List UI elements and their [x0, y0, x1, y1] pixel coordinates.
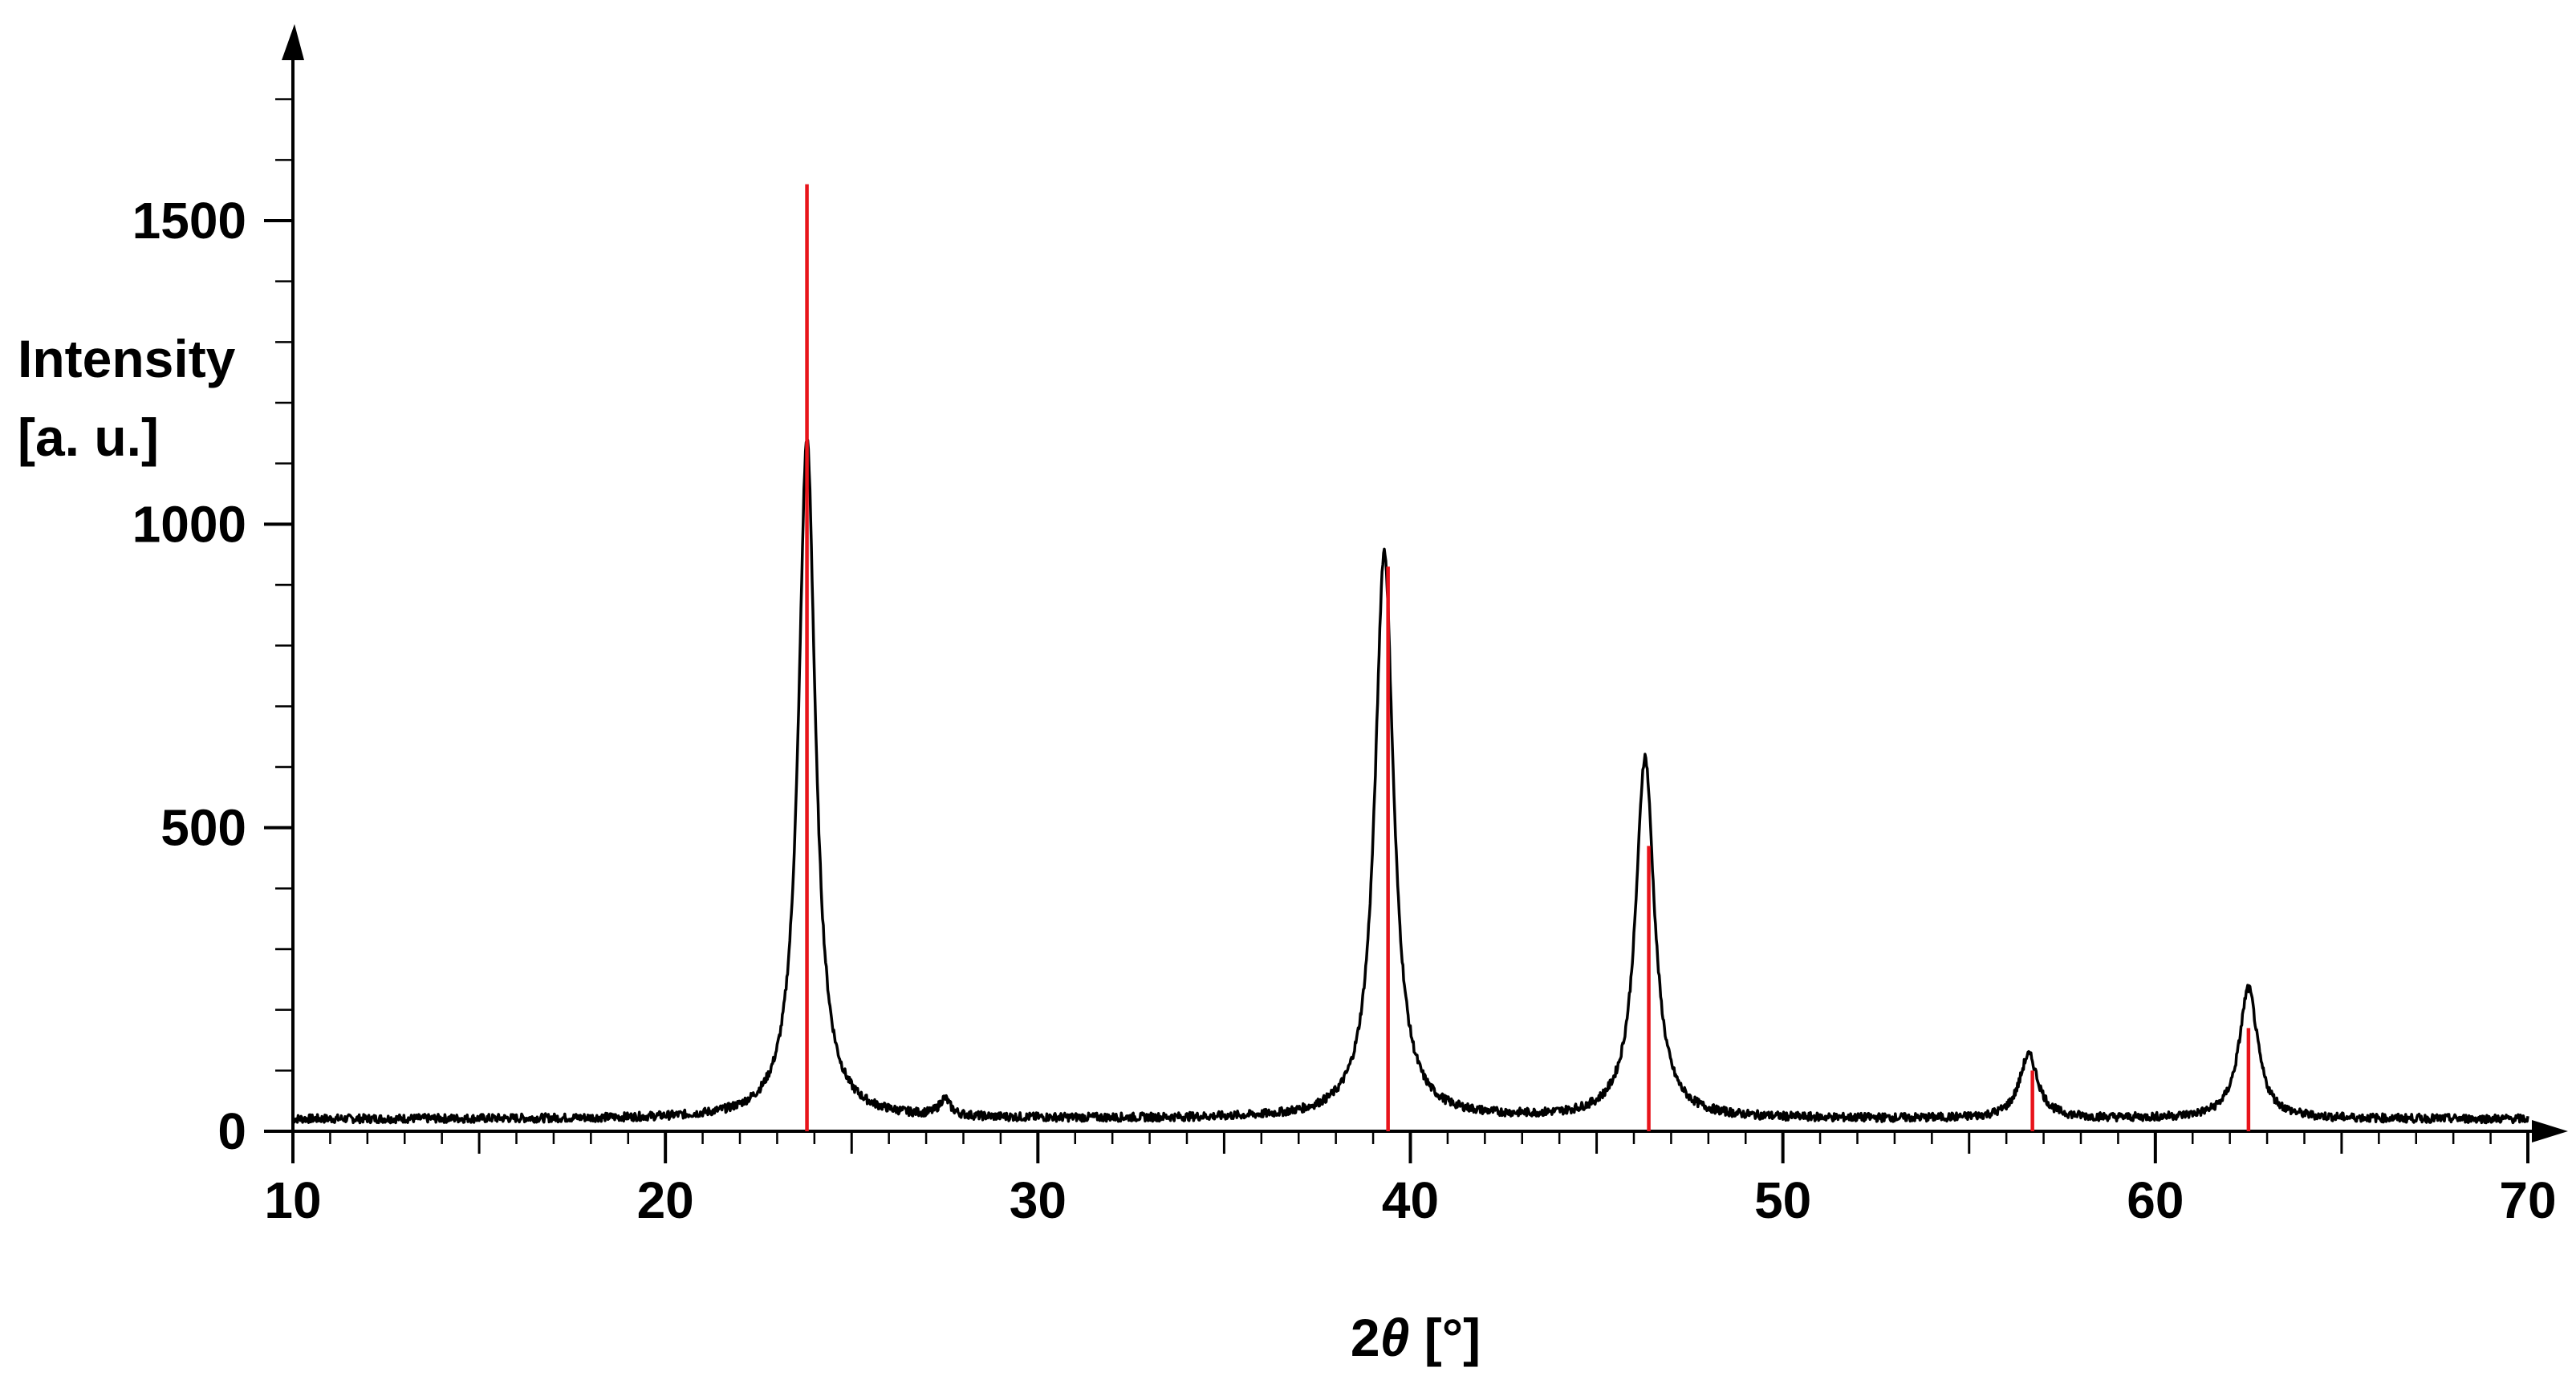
tick-labels: 10 20 30 40 50 60 70 0 500 1000 1500: [132, 192, 2557, 1229]
reference-sticks: [805, 184, 2251, 1131]
y-tick-label: 0: [217, 1102, 246, 1160]
y-tick-label: 1000: [132, 495, 246, 553]
x-tick-label: 70: [2499, 1171, 2556, 1229]
x-axis-label: 2θ [°]: [1351, 1308, 1481, 1367]
x-tick-label: 60: [2127, 1171, 2184, 1229]
x-tick-label: 50: [1754, 1171, 1811, 1229]
x-tick-label: 40: [1382, 1171, 1439, 1229]
diffraction-pattern: [291, 438, 2529, 1125]
y-tick-label: 500: [160, 799, 246, 857]
y-axis-arrow: [282, 24, 304, 60]
y-tick-label: 1500: [132, 192, 246, 250]
y-axis-label-line1: Intensity: [18, 329, 236, 388]
x-tick-label: 30: [1010, 1171, 1067, 1229]
axes: [282, 24, 2568, 1142]
y-axis-label-line2: [a. u.]: [18, 408, 159, 467]
x-tick-label: 10: [264, 1171, 321, 1229]
x-tick-label: 20: [637, 1171, 694, 1229]
ticks: [264, 98, 2529, 1163]
x-axis-arrow: [2532, 1120, 2568, 1142]
pattern-line: [291, 438, 2529, 1125]
